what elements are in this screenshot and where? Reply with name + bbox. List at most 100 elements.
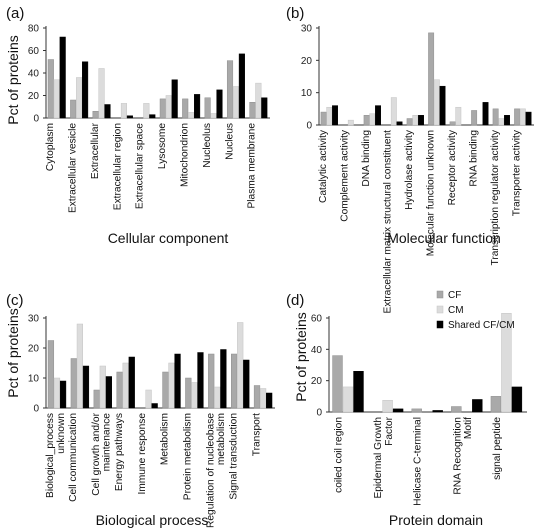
bar-shared-cf-cm-3 xyxy=(472,399,483,413)
bar-cf-0 xyxy=(47,59,54,119)
category-label: Hydrolase activity xyxy=(404,129,415,210)
category-label: Plasma membrane xyxy=(247,123,258,209)
bar-cm-1 xyxy=(76,323,83,409)
y-axis-label: Pct of proteins xyxy=(5,308,21,398)
bar-shared-cf-cm-8 xyxy=(243,359,250,409)
bar-shared-cf-cm-3 xyxy=(396,121,403,126)
category-label: Cell growth and/ormaintenance xyxy=(91,412,113,495)
category-label: Transport xyxy=(251,413,262,456)
y-tick-label: 40 xyxy=(28,69,40,80)
legend-swatch xyxy=(436,290,444,299)
bar-cm-0 xyxy=(53,79,60,119)
legend-entry: CM xyxy=(448,305,464,316)
category-label: Nucleus xyxy=(224,123,235,160)
legend-swatch xyxy=(436,320,444,329)
category-label: Extracellular region xyxy=(112,123,123,210)
y-tick-label: 0 xyxy=(306,121,312,132)
bar-shared-cf-cm-5 xyxy=(439,85,446,126)
bar-cf-6 xyxy=(449,121,456,126)
bar-cm-4 xyxy=(145,389,152,409)
y-axis-label: Pct of proteins xyxy=(5,35,21,125)
bar-cm-1 xyxy=(76,77,83,119)
bar-shared-cf-cm-8 xyxy=(504,115,510,126)
bar-shared-cf-cm-4 xyxy=(418,115,424,126)
bar-shared-cf-cm-0 xyxy=(59,36,66,119)
y-tick-label: 20 xyxy=(28,344,40,355)
panel-letter: (b) xyxy=(286,5,304,22)
y-tick-label: 30 xyxy=(301,24,313,35)
bar-cf-7 xyxy=(208,353,215,409)
y-axis-label: Pct of proteins xyxy=(293,312,309,402)
panel-letter: (a) xyxy=(6,5,24,22)
bar-shared-cf-cm-2 xyxy=(432,410,443,413)
bar-shared-cf-cm-9 xyxy=(261,97,268,119)
bar-shared-cf-cm-0 xyxy=(353,371,364,413)
category-label: Extracellular space xyxy=(135,123,146,209)
panel-a: (a) Pct of proteins Cellular component 0 20 4… xyxy=(5,5,270,246)
panel-letter: (d) xyxy=(286,292,304,309)
bar-cf-4 xyxy=(406,118,413,126)
legend-entry: CF xyxy=(448,290,461,301)
bar-cm-2 xyxy=(98,68,105,119)
bar-shared-cf-cm-9 xyxy=(266,392,273,409)
bar-cf-0 xyxy=(320,111,327,126)
bar-cm-1 xyxy=(347,119,354,126)
bar-cf-9 xyxy=(514,108,521,126)
bar-cm-6 xyxy=(191,382,198,409)
category-label: DNA binding xyxy=(361,130,372,187)
category-label: Extracellular xyxy=(90,122,101,179)
bar-cf-3 xyxy=(451,406,462,413)
bar-cf-1 xyxy=(70,99,77,119)
category-label: Lysosome xyxy=(157,123,168,169)
bar-shared-cf-cm-5 xyxy=(171,79,178,119)
bar-shared-cf-cm-4 xyxy=(511,386,523,413)
category-label: RNA RecognitionMotif xyxy=(452,417,474,495)
bar-cf-4 xyxy=(490,396,502,413)
bar-cm-5 xyxy=(168,362,175,409)
y-tick-label: 20 xyxy=(28,91,40,102)
bar-cf-8 xyxy=(231,353,238,409)
category-label: signal peptide xyxy=(492,417,503,480)
bar-shared-cf-cm-3 xyxy=(126,115,133,119)
category-label: Helicase C-terminal xyxy=(413,417,424,506)
category-label: Biological_processunknown xyxy=(45,413,67,498)
category-label: Catalytic activity xyxy=(318,129,329,203)
bar-shared-cf-cm-6 xyxy=(194,94,201,119)
bar-cf-5 xyxy=(428,32,435,126)
bar-cm-7 xyxy=(210,113,217,119)
bar-cf-0 xyxy=(332,355,343,413)
bar-cf-2 xyxy=(93,389,100,409)
y-tick-label: 30 xyxy=(28,314,40,325)
bar-shared-cf-cm-2 xyxy=(375,105,381,126)
y-tick-label: 0 xyxy=(33,114,39,125)
category-label: Regulation of nucleobasemetabolism xyxy=(206,413,228,528)
bar-cm-5 xyxy=(433,79,440,126)
category-label: Molecular function unknown xyxy=(425,130,436,256)
bar-cf-6 xyxy=(185,377,192,409)
bar-cf-7 xyxy=(204,97,211,119)
bar-cm-5 xyxy=(165,95,172,119)
bar-cm-9 xyxy=(259,388,267,409)
category-label: Transcription regulator activity xyxy=(490,129,501,265)
panel-d: (d) Pct of proteins Protein domain 0 20 40 60 c… xyxy=(286,290,527,528)
bar-cf-9 xyxy=(249,102,256,119)
bar-shared-cf-cm-5 xyxy=(174,353,181,409)
bar-cf-8 xyxy=(492,108,499,126)
bar-shared-cf-cm-3 xyxy=(128,356,135,409)
chart-title: Cellular component xyxy=(108,230,229,246)
bar-cm-0 xyxy=(326,106,333,126)
legend-entry: Shared CF/CM xyxy=(448,320,515,331)
category-label: Protein metabolism xyxy=(183,413,194,500)
bar-cf-5 xyxy=(162,371,169,409)
category-label: Energy pathways xyxy=(114,413,125,491)
bar-cm-3 xyxy=(390,97,397,126)
bar-cm-2 xyxy=(369,113,376,126)
category-label: Transporter activity xyxy=(511,129,522,216)
bar-cf-9 xyxy=(253,385,261,409)
category-label: Complement activity xyxy=(339,129,350,222)
category-label: Metabolism xyxy=(160,413,171,465)
category-label: Signal transduction xyxy=(228,413,239,500)
bar-cm-7 xyxy=(214,386,221,409)
legend: CF CM Shared CF/CM xyxy=(436,290,515,331)
